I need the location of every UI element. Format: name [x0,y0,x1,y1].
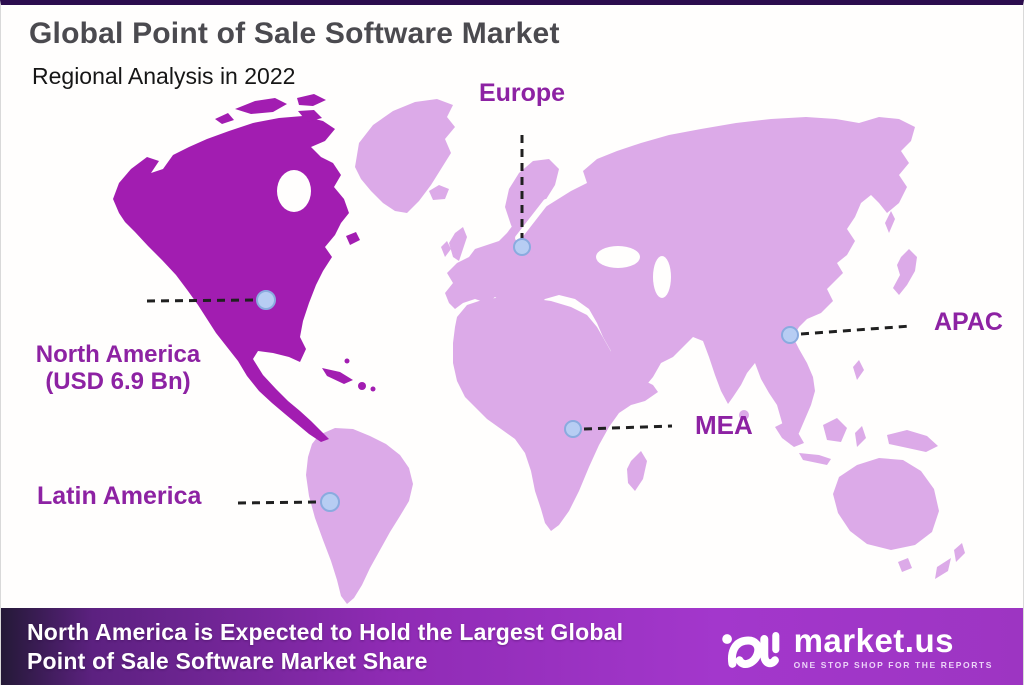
landmass-africa [453,297,658,531]
label-mea: MEA [695,410,753,440]
marketus-brand-text: market.us ONE STOP SHOP FOR THE REPORTS [794,624,993,670]
landmass-arctic-island-2 [297,94,326,106]
label-europe: Europe [478,79,566,107]
landmass-hispaniola [358,382,366,390]
marketus-brand-tagline: ONE STOP SHOP FOR THE REPORTS [793,659,993,670]
connector-north-america [146,298,258,303]
landmass-bahamas [344,358,350,364]
landmass-arctic-island-1 [235,98,287,114]
landmass-puerto-rico [370,386,376,392]
landmass-nz-south [935,558,951,579]
landmass-madagascar [627,451,647,491]
label-north-america-value: (USD 6.9 Bn) [45,368,191,395]
inland-seas [277,170,671,298]
location-markers [256,238,799,512]
footer-headline-line1: North America is Expected to Hold the La… [27,618,624,645]
page-subtitle: Regional Analysis in 2022 [32,63,296,89]
connector-lines [146,135,912,505]
landmass-sakhalin [885,211,895,233]
landmass-arctic-island-4 [215,113,234,124]
marker-europe [513,238,531,256]
landmass-new-guinea [887,430,938,452]
landmass-ireland [441,241,451,257]
landmass-scandinavia [505,159,559,233]
landmass-greenland [355,99,455,213]
landmass-cuba [322,368,353,384]
page-title: Global Point of Sale Software Market [29,17,560,50]
landmass-tasmania [898,558,912,572]
hudson-bay [277,170,311,212]
footer-headline: North America is Expected to Hold the La… [27,618,623,676]
caspian-sea [653,256,671,298]
black-sea [596,246,640,268]
label-north-america: North America (USD 6.9 Bn) [9,341,227,395]
marker-apac [781,326,799,344]
landmass-iceland [429,185,449,200]
landmass-eurasia [445,117,915,445]
base-regions [306,99,965,604]
landmass-australia [833,458,939,550]
landmass-south-america [306,428,413,604]
connector-latin-america [237,500,321,505]
footer-headline-line2: Point of Sale Software Market Share [27,647,428,674]
world-map [113,94,965,604]
landmass-philippines [853,360,864,380]
landmass-java [799,453,831,465]
marketus-brand-name: market.us [793,621,954,659]
landmass-arctic-island-3 [298,110,322,122]
connector-mea [583,424,673,431]
marker-latin-america [320,492,340,512]
landmass-nz-north [954,543,965,562]
label-apac: APAC [934,308,1003,336]
baltic-sea [515,199,549,241]
label-north-america-name: North America [35,341,201,368]
landmass-newfoundland [346,232,360,245]
marketus-logo-icon [721,631,779,668]
marker-mea [564,420,582,438]
label-latin-america: Latin America [37,482,202,510]
footer-banner: North America is Expected to Hold the La… [1,608,1023,685]
landmass-sumatra [775,421,804,447]
connector-apac [800,324,912,336]
landmass-uk [449,227,467,261]
landmass-japan [893,249,917,295]
marker-north-america [256,290,276,310]
landmass-borneo [823,418,847,442]
marketus-brand: market.us ONE STOP SHOP FOR THE REPORTS [720,618,993,676]
landmass-sri-lanka [739,410,749,420]
landmass-sulawesi [855,426,866,447]
